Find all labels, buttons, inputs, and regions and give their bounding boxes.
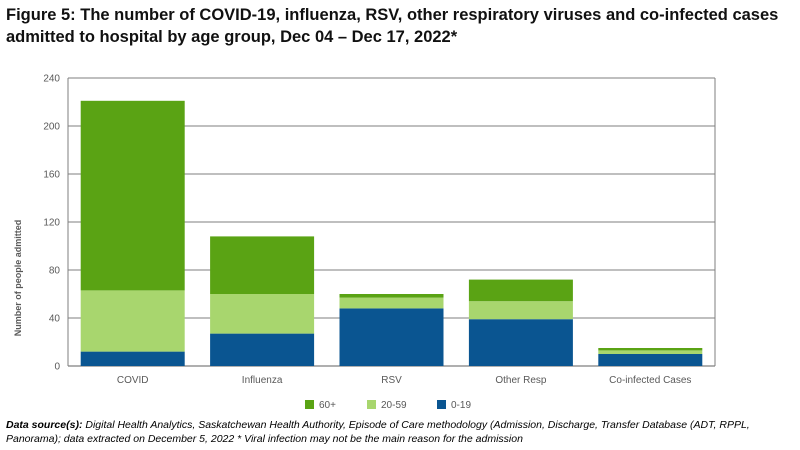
bar-segment-20-59-other-resp bbox=[468, 301, 573, 320]
y-tick-label: 200 bbox=[43, 122, 60, 133]
stacked-bar-chart: 0 40 80 120 160 200 240 COVID Influenza RSV Other… bbox=[13, 74, 716, 411]
bar-segment-0-19-co-infected-cases bbox=[598, 354, 703, 366]
bar-segment-0-19-covid bbox=[80, 351, 185, 366]
data-source-text: Digital Health Analytics, Saskatchewan H… bbox=[6, 419, 750, 445]
chart-container: 0 40 80 120 160 200 240 COVID Influenza RSV Other… bbox=[0, 60, 800, 425]
y-tick-label: 120 bbox=[43, 218, 60, 229]
bar-segment-0-19-influenza bbox=[210, 333, 315, 366]
bar-segment-20-59-rsv bbox=[339, 297, 444, 309]
legend-label: 0-19 bbox=[451, 400, 471, 411]
y-tick-label: 240 bbox=[43, 74, 60, 85]
data-source-label: Data source(s): bbox=[6, 419, 83, 431]
y-tick-label: 40 bbox=[49, 314, 61, 325]
y-tick-label: 0 bbox=[54, 362, 60, 373]
y-axis-ticks: 0 40 80 120 160 200 240 bbox=[43, 74, 60, 373]
bar-segment-60+-other-resp bbox=[468, 279, 573, 302]
legend-swatch-20-59 bbox=[367, 400, 376, 409]
bar-segment-0-19-other-resp bbox=[468, 319, 573, 366]
y-axis-label: Number of people admitted bbox=[13, 220, 23, 337]
bar-segment-20-59-covid bbox=[80, 290, 185, 352]
x-tick-label: Influenza bbox=[242, 375, 283, 386]
bars bbox=[80, 100, 703, 366]
figure-title: Figure 5: The number of COVID-19, influe… bbox=[6, 6, 779, 46]
data-source-note: Data source(s): Digital Health Analytics… bbox=[6, 418, 798, 446]
legend-label: 20-59 bbox=[381, 400, 407, 411]
legend-swatch-60+ bbox=[305, 400, 314, 409]
bar-segment-20-59-influenza bbox=[210, 294, 315, 334]
x-axis-ticks: COVID Influenza RSV Other Resp Co-infected C… bbox=[117, 375, 692, 386]
bar-segment-60+-rsv bbox=[339, 294, 444, 298]
y-tick-label: 80 bbox=[49, 266, 61, 277]
x-tick-label: COVID bbox=[117, 375, 149, 386]
bar-segment-60+-influenza bbox=[210, 236, 315, 294]
y-tick-label: 160 bbox=[43, 170, 60, 181]
bar-segment-60+-covid bbox=[80, 100, 185, 291]
legend-swatch-0-19 bbox=[437, 400, 446, 409]
bar-segment-20-59-co-infected-cases bbox=[598, 350, 703, 354]
x-tick-label: RSV bbox=[381, 375, 402, 386]
bar-segment-0-19-rsv bbox=[339, 308, 444, 366]
x-tick-label: Co-infected Cases bbox=[609, 375, 691, 386]
bar-segment-60+-co-infected-cases bbox=[598, 348, 703, 351]
legend-label: 60+ bbox=[319, 400, 336, 411]
legend: 60+ 20-59 0-19 bbox=[305, 400, 471, 411]
x-tick-label: Other Resp bbox=[495, 375, 547, 386]
